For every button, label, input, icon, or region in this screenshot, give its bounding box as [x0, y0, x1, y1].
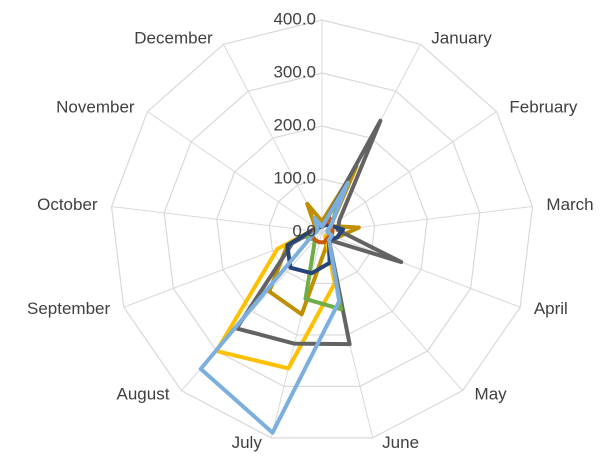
category-label: October: [37, 195, 98, 214]
category-label: November: [56, 98, 135, 117]
category-label: February: [509, 98, 578, 117]
spoke: [321, 231, 521, 308]
category-label: August: [117, 385, 170, 404]
category-label: July: [232, 433, 263, 452]
y-tick-label: 400.0: [273, 9, 316, 28]
spoke: [321, 111, 497, 233]
category-label: June: [382, 433, 419, 452]
grid-line: [163, 72, 481, 387]
category-label: September: [27, 299, 110, 318]
category-label: April: [534, 299, 568, 318]
spoke: [147, 111, 323, 233]
y-tick-label: 300.0: [273, 62, 316, 81]
category-label: January: [431, 28, 492, 47]
spoke: [270, 231, 323, 438]
y-tick-label: 0.0: [292, 221, 316, 240]
y-tick-label: 100.0: [273, 168, 316, 187]
grid-line: [268, 178, 376, 285]
grid-line: [110, 19, 534, 439]
series-line: [198, 180, 350, 435]
spoke: [321, 231, 463, 392]
category-label: May: [475, 385, 508, 404]
spoke: [223, 44, 323, 233]
category-label: December: [134, 28, 213, 47]
y-tick-label: 200.0: [273, 115, 316, 134]
spoke: [111, 205, 323, 233]
category-label: March: [546, 195, 593, 214]
